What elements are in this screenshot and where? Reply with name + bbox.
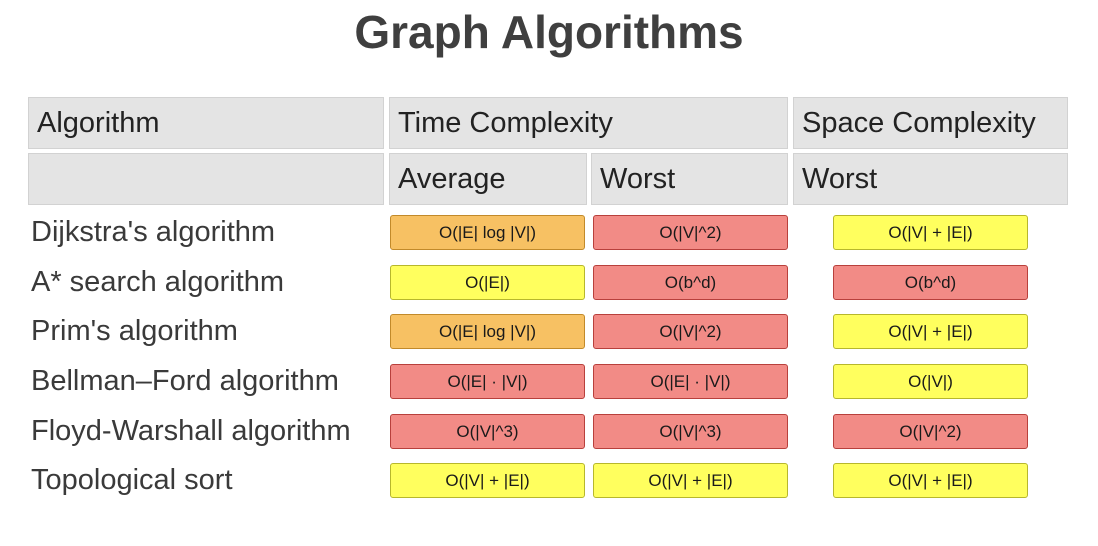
space-complexity-cell: O(|V| + |E|) <box>833 215 1028 250</box>
algorithm-name: Topological sort <box>31 464 233 496</box>
space-complexity-cell: O(|V| + |E|) <box>833 314 1028 349</box>
worst-complexity-cell: O(|E| · |V|) <box>593 364 788 399</box>
algorithm-name: A* search algorithm <box>31 266 285 298</box>
header-worst-time: Worst <box>591 153 788 205</box>
header-time-complexity: Time Complexity <box>389 97 788 149</box>
space-complexity-cell: O(|V| + |E|) <box>833 463 1028 498</box>
average-complexity-cell: O(|V| + |E|) <box>390 463 585 498</box>
worst-complexity-cell: O(|V|^2) <box>593 314 788 349</box>
page-title: Graph Algorithms <box>354 6 744 58</box>
worst-complexity-cell: O(b^d) <box>593 265 788 300</box>
algorithm-name: Prim's algorithm <box>31 315 238 347</box>
algorithm-name: Floyd-Warshall algorithm <box>31 415 351 447</box>
space-complexity-cell: O(|V|^2) <box>833 414 1028 449</box>
space-complexity-cell: O(|V|) <box>833 364 1028 399</box>
header-average: Average <box>389 153 587 205</box>
algorithm-name: Dijkstra's algorithm <box>31 216 276 248</box>
average-complexity-cell: O(|V|^3) <box>390 414 585 449</box>
average-complexity-cell: O(|E| log |V|) <box>390 314 585 349</box>
average-complexity-cell: O(|E|) <box>390 265 585 300</box>
header-space-complexity: Space Complexity <box>793 97 1068 149</box>
worst-complexity-cell: O(|V| + |E|) <box>593 463 788 498</box>
space-complexity-cell: O(b^d) <box>833 265 1028 300</box>
header-empty <box>28 153 384 205</box>
average-complexity-cell: O(|E| · |V|) <box>390 364 585 399</box>
worst-complexity-cell: O(|V|^3) <box>593 414 788 449</box>
header-algorithm: Algorithm <box>28 97 384 149</box>
worst-complexity-cell: O(|V|^2) <box>593 215 788 250</box>
header-worst-space: Worst <box>793 153 1068 205</box>
average-complexity-cell: O(|E| log |V|) <box>390 215 585 250</box>
algorithm-name: Bellman–Ford algorithm <box>31 365 339 397</box>
